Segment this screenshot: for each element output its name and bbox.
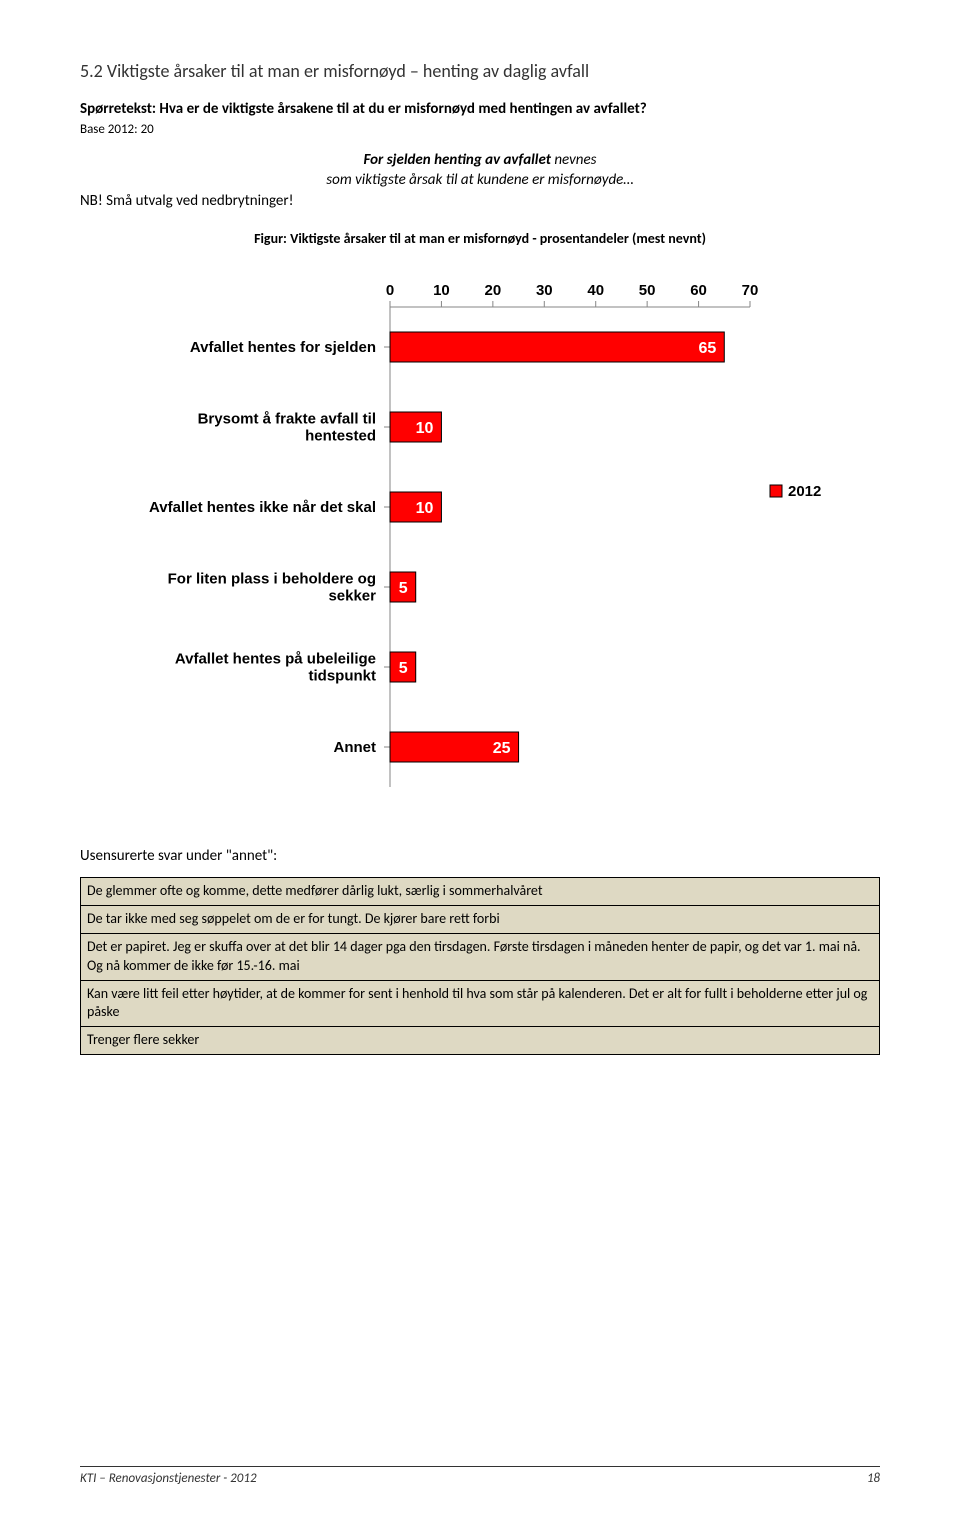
page-footer: KTI – Renovasjonstjenester - 2012 18 — [80, 1466, 880, 1486]
highlight-bold: For sjelden henting av avfallet — [363, 151, 550, 169]
comments-table: De glemmer ofte og komme, dette medfører… — [80, 877, 880, 1055]
svg-text:20: 20 — [485, 282, 502, 299]
svg-text:10: 10 — [433, 282, 450, 299]
figure-title: Figur: Viktigste årsaker til at man er m… — [80, 230, 880, 247]
svg-text:For liten plass i beholdere og: For liten plass i beholdere og — [168, 571, 376, 588]
highlight-line2: som viktigste årsak til at kundene er mi… — [326, 171, 633, 189]
comment-cell: Trenger flere sekker — [81, 1027, 880, 1055]
base-text: Base 2012: 20 — [80, 122, 880, 137]
highlight-summary: For sjelden henting av avfallet nevnes s… — [80, 151, 880, 190]
footer-left: KTI – Renovasjonstjenester - 2012 — [80, 1471, 257, 1486]
footer-page-number: 18 — [867, 1471, 880, 1486]
svg-text:65: 65 — [698, 340, 716, 357]
svg-text:70: 70 — [742, 282, 759, 299]
svg-text:60: 60 — [690, 282, 707, 299]
comments-heading: Usensurerte svar under "annet": — [80, 847, 880, 865]
comment-row: Det er papiret. Jeg er skuffa over at de… — [81, 933, 880, 980]
comment-row: Trenger flere sekker — [81, 1027, 880, 1055]
svg-text:Brysomt å frakte avfall til: Brysomt å frakte avfall til — [198, 411, 376, 428]
nb-note: NB! Små utvalg ved nedbrytninger! — [80, 192, 880, 210]
highlight-rest: nevnes — [551, 151, 597, 169]
svg-text:40: 40 — [587, 282, 604, 299]
comment-row: Kan være litt feil etter høytider, at de… — [81, 980, 880, 1027]
page: 5.2 Viktigste årsaker til at man er misf… — [0, 0, 960, 1516]
bar-chart: 0 10 20 30 40 50 60 70 Avfallet hentes for sjeld… — [130, 267, 830, 807]
svg-text:Avfallet hentes på ubeleilige: Avfallet hentes på ubeleilige — [175, 651, 376, 668]
svg-text:2012: 2012 — [788, 483, 821, 500]
svg-text:10: 10 — [416, 420, 434, 437]
svg-text:5: 5 — [399, 580, 408, 597]
svg-text:hentested: hentested — [305, 428, 376, 445]
svg-text:Annet: Annet — [334, 739, 377, 756]
svg-text:50: 50 — [639, 282, 656, 299]
comment-row: De tar ikke med seg søppelet om de er fo… — [81, 905, 880, 933]
comment-row: De glemmer ofte og komme, dette medfører… — [81, 878, 880, 906]
svg-text:30: 30 — [536, 282, 553, 299]
comment-cell: De tar ikke med seg søppelet om de er fo… — [81, 905, 880, 933]
svg-text:tidspunkt: tidspunkt — [309, 668, 377, 685]
svg-text:sekker: sekker — [328, 588, 376, 605]
comment-cell: Kan være litt feil etter høytider, at de… — [81, 980, 880, 1027]
svg-text:10: 10 — [416, 500, 434, 517]
comment-cell: De glemmer ofte og komme, dette medfører… — [81, 878, 880, 906]
svg-text:25: 25 — [493, 740, 511, 757]
svg-text:0: 0 — [386, 282, 394, 299]
svg-text:Avfallet hentes ikke når det s: Avfallet hentes ikke når det skal — [149, 499, 376, 516]
comment-cell: Det er papiret. Jeg er skuffa over at de… — [81, 933, 880, 980]
question-text: Spørretekst: Hva er de viktigste årsaken… — [80, 100, 880, 118]
svg-text:Avfallet hentes for sjelden: Avfallet hentes for sjelden — [190, 339, 376, 356]
svg-text:5: 5 — [399, 660, 408, 677]
section-title: 5.2 Viktigste årsaker til at man er misf… — [80, 60, 880, 82]
